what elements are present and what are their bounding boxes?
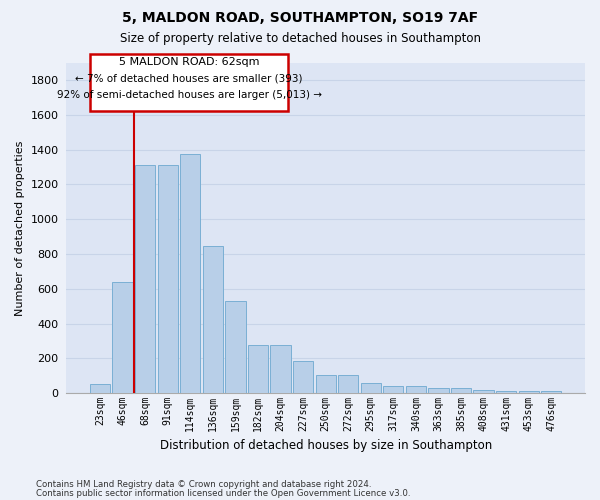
Y-axis label: Number of detached properties: Number of detached properties xyxy=(15,140,25,316)
Bar xyxy=(406,386,426,393)
Text: 5, MALDON ROAD, SOUTHAMPTON, SO19 7AF: 5, MALDON ROAD, SOUTHAMPTON, SO19 7AF xyxy=(122,12,478,26)
Bar xyxy=(248,346,268,393)
Bar xyxy=(316,375,336,393)
Text: 92% of semi-detached houses are larger (5,013) →: 92% of semi-detached houses are larger (… xyxy=(56,90,322,100)
Text: ← 7% of detached houses are smaller (393): ← 7% of detached houses are smaller (393… xyxy=(76,74,303,84)
Bar xyxy=(293,361,313,393)
Bar xyxy=(338,375,358,393)
Bar xyxy=(203,246,223,393)
Bar xyxy=(473,390,494,393)
Bar xyxy=(135,166,155,393)
Bar xyxy=(90,384,110,393)
Bar xyxy=(518,392,539,393)
Bar xyxy=(541,390,562,393)
Bar xyxy=(383,386,403,393)
Bar xyxy=(451,388,471,393)
Bar xyxy=(112,282,133,393)
Text: Contains HM Land Registry data © Crown copyright and database right 2024.: Contains HM Land Registry data © Crown c… xyxy=(36,480,371,489)
FancyBboxPatch shape xyxy=(90,54,289,112)
X-axis label: Distribution of detached houses by size in Southampton: Distribution of detached houses by size … xyxy=(160,440,492,452)
Text: Contains public sector information licensed under the Open Government Licence v3: Contains public sector information licen… xyxy=(36,489,410,498)
Text: Size of property relative to detached houses in Southampton: Size of property relative to detached ho… xyxy=(119,32,481,45)
Bar xyxy=(180,154,200,393)
Bar xyxy=(158,166,178,393)
Bar xyxy=(496,390,517,393)
Bar xyxy=(428,388,449,393)
Bar xyxy=(225,301,245,393)
Bar xyxy=(271,346,290,393)
Text: 5 MALDON ROAD: 62sqm: 5 MALDON ROAD: 62sqm xyxy=(119,58,259,68)
Bar xyxy=(361,382,381,393)
